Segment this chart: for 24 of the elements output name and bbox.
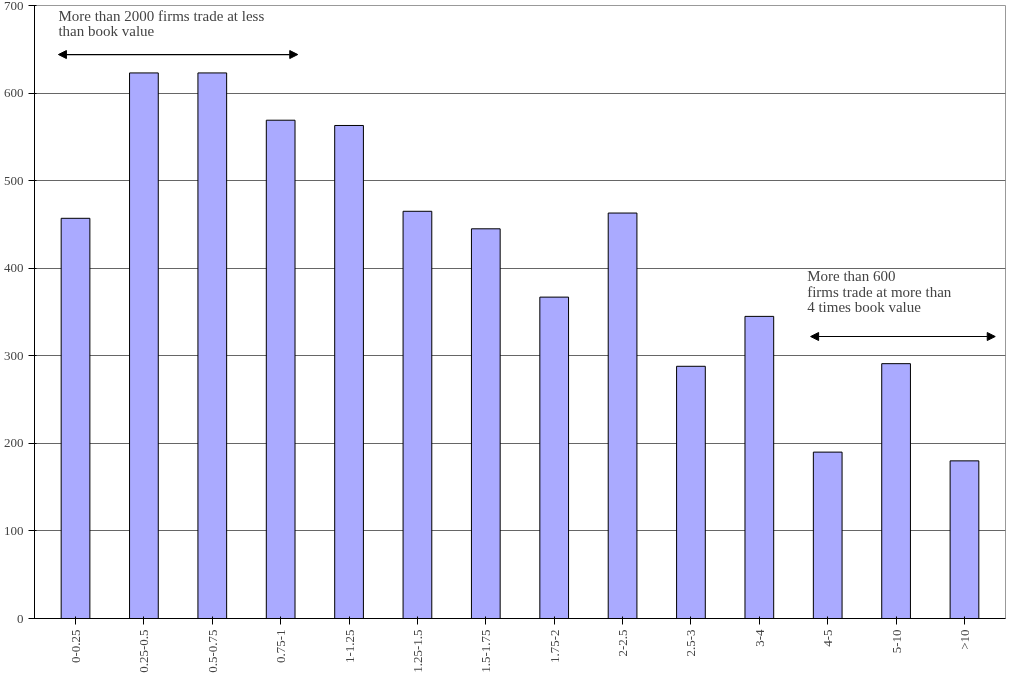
- x-tick-label: 0-0.25: [68, 629, 84, 664]
- x-tick-label: 0.5-0.75: [204, 629, 220, 673]
- y-tick-label: 700: [4, 0, 24, 13]
- y-tick-label: 500: [4, 172, 24, 188]
- x-tick-label: 1.75-2: [546, 629, 562, 664]
- x-tick-label: 1.5-1.75: [478, 629, 494, 673]
- x-tick-label: 3-4: [751, 629, 767, 647]
- x-tick-label: 4-5: [820, 629, 836, 647]
- x-tick-label: 5-10: [888, 629, 904, 654]
- y-tick-label: 300: [4, 347, 24, 363]
- annotation: More than 600 firms trade at more than 4 times book value: [807, 268, 952, 316]
- y-tick-label: 200: [4, 435, 24, 451]
- y-tick-label: 600: [4, 85, 24, 101]
- y-tick-label: 100: [4, 522, 24, 538]
- x-tick-label: 2.5-3: [683, 629, 699, 657]
- x-tick-label: 0.75-1: [273, 629, 289, 664]
- y-tick-label: 400: [4, 260, 24, 276]
- x-tick-label: 1.25-1.5: [409, 629, 425, 673]
- y-tick-label: 0: [17, 610, 24, 626]
- x-tick-label: 0.25-0.5: [136, 629, 152, 673]
- x-tick-label: 2-2.5: [615, 629, 631, 657]
- x-tick-label: 1-1.25: [341, 629, 357, 664]
- x-tick-label: >10: [956, 629, 972, 650]
- annotation: More than 2000 firms trade at less than book value: [58, 7, 265, 40]
